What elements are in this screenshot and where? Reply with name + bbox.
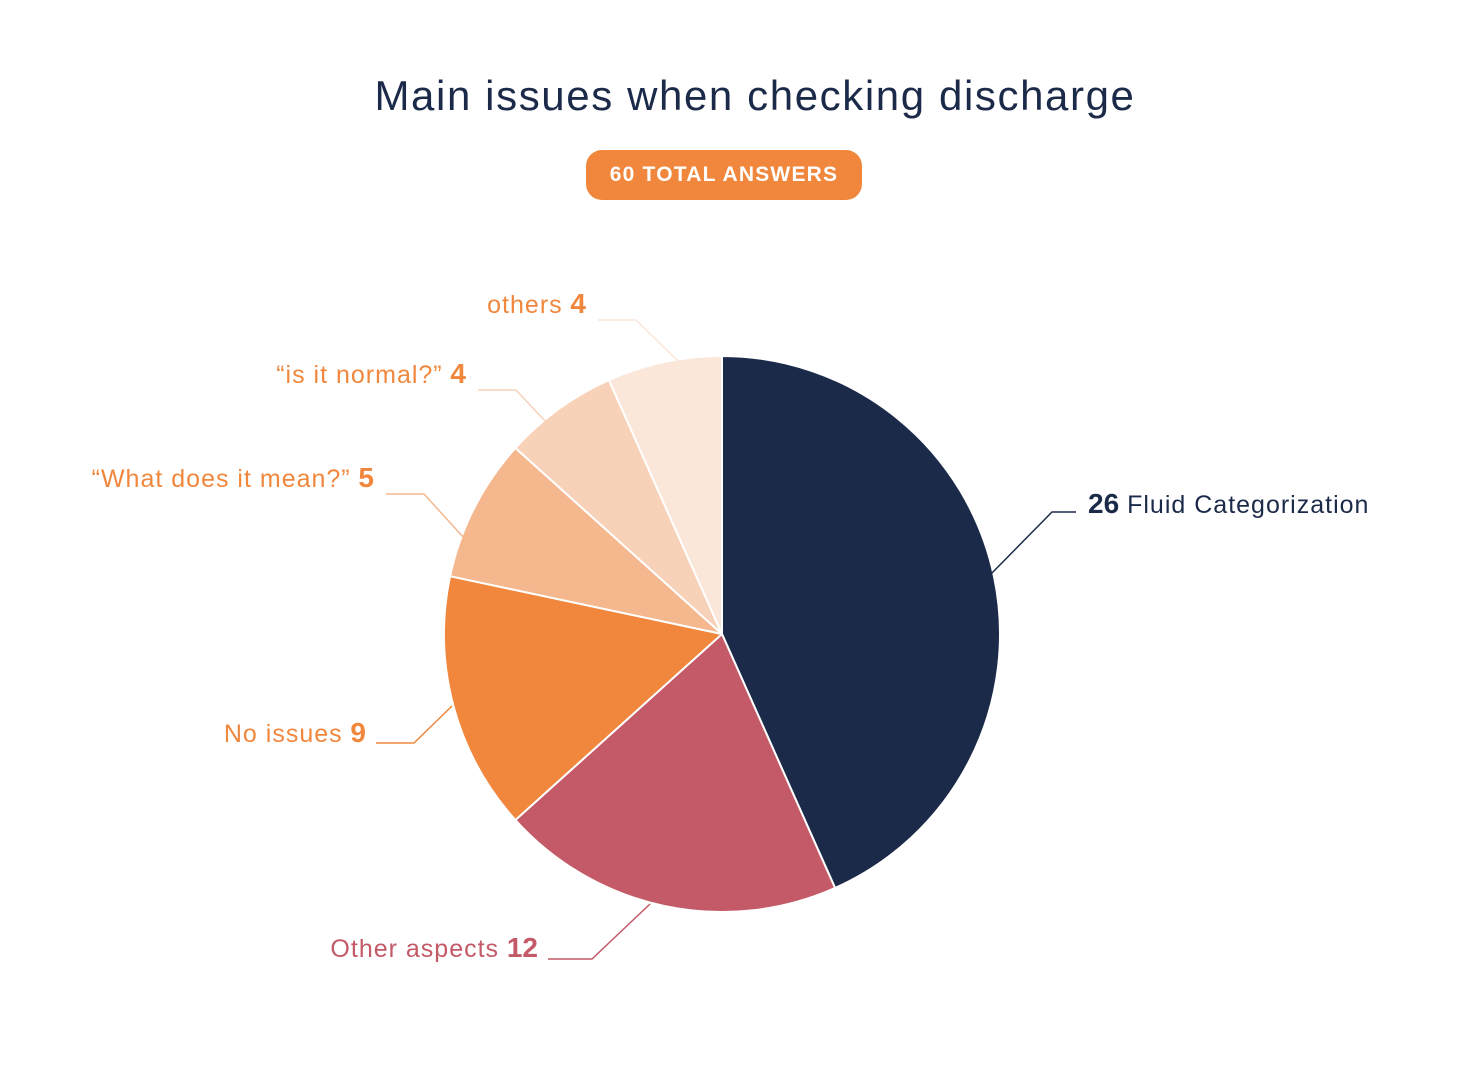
pie-slice-is-it-normal xyxy=(514,379,723,635)
slice-labels: 26 Fluid Categorization Other aspects 12 N… xyxy=(92,288,1369,963)
slice-value: 4 xyxy=(443,358,467,389)
slice-label-name: “is it normal?” xyxy=(276,361,442,389)
slice-label-fluid-categorization: 26 Fluid Categorization xyxy=(1088,488,1369,519)
leader-line-fluid-categorization xyxy=(989,511,1076,576)
slice-label-is-it-normal: “is it normal?” 4 xyxy=(276,358,466,389)
leader-line-no-issues xyxy=(376,705,453,744)
total-answers-badge: 60 TOTAL ANSWERS xyxy=(586,150,862,200)
slice-value: 9 xyxy=(343,717,366,748)
slice-label-name: No issues xyxy=(224,720,343,748)
slice-label-what-does-it-mean: “What does it mean?” 5 xyxy=(92,462,374,493)
leader-line-others xyxy=(598,319,679,362)
slice-label-name: “What does it mean?” xyxy=(92,465,351,493)
pie-slice-what-does-it-mean xyxy=(449,446,723,635)
pie-slice-no-issues xyxy=(443,575,723,822)
leader-lines xyxy=(376,319,1076,960)
slice-value: 26 xyxy=(1088,488,1119,519)
slice-label-others: others 4 xyxy=(487,288,586,319)
slice-label-name: Other aspects xyxy=(330,935,499,963)
leader-line-other-aspects xyxy=(548,903,651,960)
pie-slice-other-aspects xyxy=(514,633,837,913)
slice-label-name: Fluid Categorization xyxy=(1119,491,1369,519)
slice-value: 12 xyxy=(499,932,538,963)
leader-line-what-does-it-mean xyxy=(386,493,465,539)
slice-value: 5 xyxy=(351,462,374,493)
pie-slice-fluid-categorization xyxy=(721,355,1001,889)
slice-label-name: others xyxy=(487,291,562,319)
slice-label-other-aspects: Other aspects 12 xyxy=(330,932,538,963)
leader-line-is-it-normal xyxy=(478,389,547,423)
chart-title: Main issues when checking discharge xyxy=(374,72,1136,119)
pie-slices xyxy=(443,355,1001,913)
slice-label-no-issues: No issues 9 xyxy=(224,717,366,748)
slice-value: 4 xyxy=(563,288,587,319)
pie-slice-others xyxy=(607,355,723,635)
